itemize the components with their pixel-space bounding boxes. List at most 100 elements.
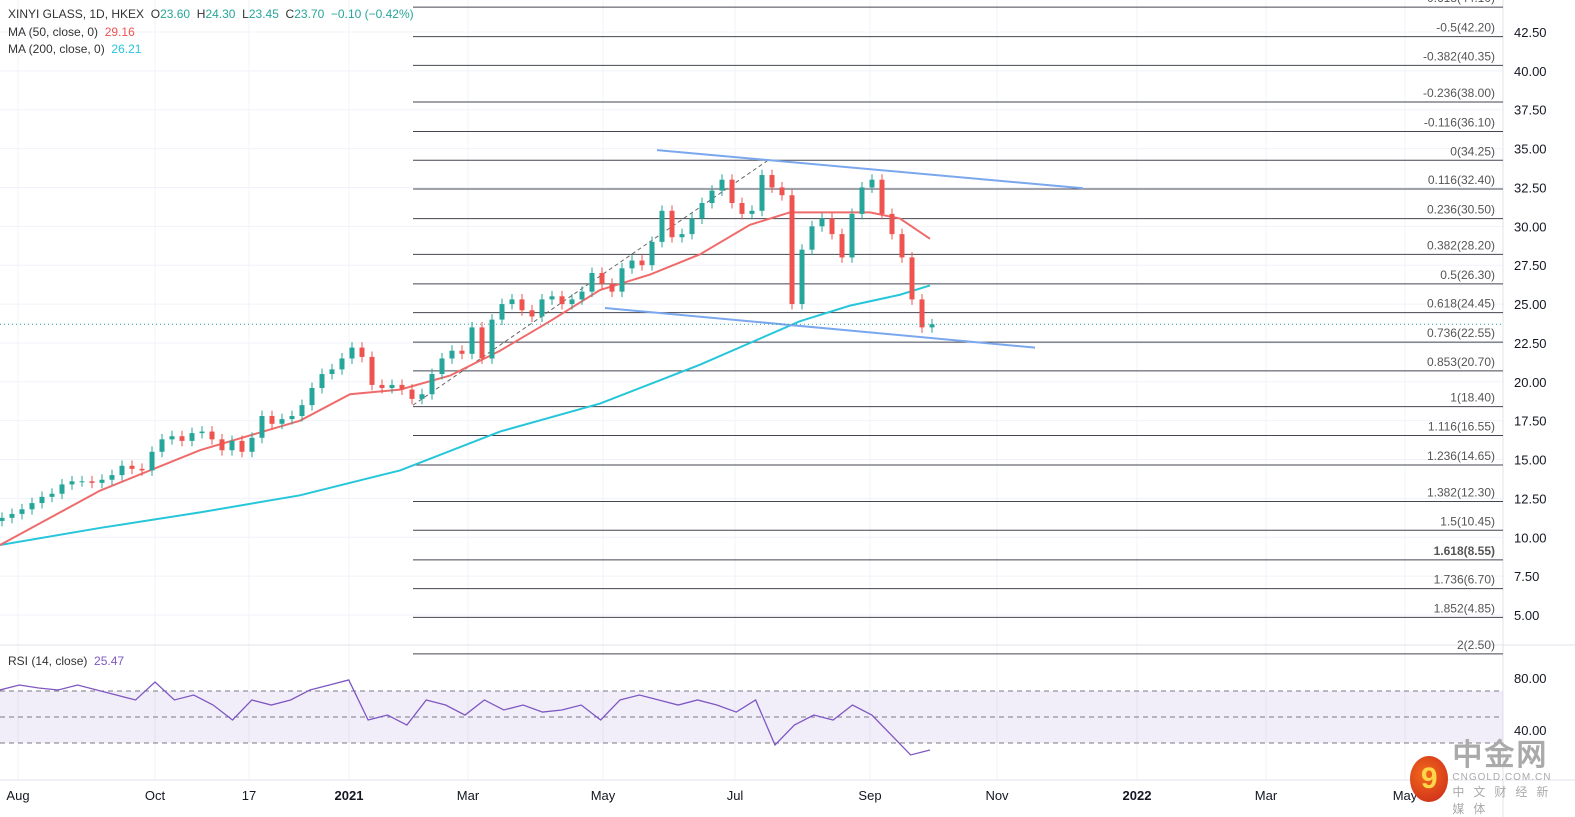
low-value: 23.45 (248, 7, 279, 21)
y-tick-label: 12.50 (1514, 491, 1547, 506)
candle-body (699, 203, 705, 219)
candle-body (679, 234, 685, 238)
candle-body (169, 436, 175, 440)
rsi-tick-label: 40.00 (1514, 723, 1547, 738)
ma50-legend: MA (50, close, 0) 29.16 (8, 25, 135, 39)
fib-level-label: -0.382(40.35) (1423, 49, 1495, 63)
candle-body (629, 260, 635, 269)
candle-body (779, 187, 785, 196)
x-tick-label: Mar (1255, 788, 1278, 803)
candle-body (829, 218, 835, 235)
ma200-line (0, 284, 931, 547)
logo-name: 中金网 (1452, 739, 1549, 772)
candle-body (509, 299, 515, 305)
y-tick-label: 27.50 (1514, 258, 1547, 273)
candle-body (649, 241, 655, 266)
candle-body (639, 260, 645, 266)
candle-body (429, 374, 435, 395)
fib-level-label: 0.5(26.30) (1440, 268, 1495, 282)
high-label: H (196, 7, 206, 21)
candle-body (759, 175, 765, 211)
candle-body (19, 509, 25, 514)
candle-body (519, 299, 525, 311)
candle-body (339, 358, 345, 370)
y-tick-label: 5.00 (1514, 608, 1539, 623)
x-tick-label: Jul (727, 788, 744, 803)
y-tick-label: 35.00 (1514, 142, 1547, 157)
fib-level-label: 1.382(12.30) (1427, 486, 1495, 500)
y-tick-label: 20.00 (1514, 375, 1547, 390)
candle-body (79, 481, 85, 483)
ma200-value: 26.21 (111, 42, 142, 56)
x-tick-label: 2021 (335, 788, 364, 803)
candle-body (819, 218, 825, 227)
candle-body (179, 436, 185, 441)
rsi-legend: RSI (14, close) 25.47 (8, 654, 124, 668)
fib-level-label: 0(34.25) (1450, 144, 1495, 158)
candle-body (709, 190, 715, 204)
y-tick-label: 32.50 (1514, 180, 1547, 195)
candle-body (929, 324, 935, 328)
candle-body (49, 493, 55, 497)
low-label: L (242, 7, 249, 21)
candle-body (549, 296, 555, 300)
y-tick-label: 17.50 (1514, 414, 1547, 429)
candle-body (109, 475, 115, 480)
close-value: 23.70 (294, 7, 325, 21)
candle-body (529, 310, 535, 317)
candle-body (419, 394, 425, 399)
y-tick-label: 7.50 (1514, 569, 1539, 584)
rsi-value: 25.47 (94, 654, 125, 668)
candle-body (9, 513, 15, 518)
lower-trendline (604, 306, 1036, 349)
candle-body (439, 358, 445, 375)
y-tick-label: 15.00 (1514, 453, 1547, 468)
rsi-tick-label: 80.00 (1514, 671, 1547, 686)
rsi-label: RSI (14, close) (8, 654, 88, 668)
x-tick-label: Oct (145, 788, 166, 803)
fib-level-label: 1.852(4.85) (1434, 601, 1495, 615)
candle-body (349, 347, 355, 359)
candle-body (59, 484, 65, 494)
candle-body (739, 203, 745, 214)
candle-body (719, 179, 725, 191)
candle-body (469, 327, 475, 354)
candle-body (789, 195, 795, 305)
high-value: 24.30 (205, 7, 236, 21)
candle-body (209, 431, 215, 440)
candle-body (809, 226, 815, 250)
candle-body (499, 304, 505, 320)
candle-body (399, 384, 405, 390)
fib-level-label: -0.5(42.20) (1436, 21, 1495, 35)
candle-body (309, 388, 315, 406)
candle-body (269, 416, 275, 424)
candle-body (449, 350, 455, 359)
x-tick-label: May (1393, 788, 1418, 803)
candle-body (329, 369, 335, 375)
candle-body (129, 465, 135, 469)
candle-body (259, 416, 265, 438)
candle-body (0, 517, 5, 521)
open-value: 23.60 (160, 7, 191, 21)
logo-domain: CNGOLD.COM.CN (1452, 772, 1552, 783)
fib-level-label: -0.618(44.10) (1423, 0, 1495, 5)
candle-body (729, 179, 735, 204)
candle-body (579, 291, 585, 300)
candle-body (189, 433, 195, 441)
candle-body (839, 234, 845, 258)
candle-body (889, 213, 895, 235)
fib-level-label: 0.116(32.40) (1428, 173, 1495, 187)
candle-body (489, 319, 495, 359)
candle-body (29, 503, 35, 510)
candle-body (369, 356, 375, 385)
candle-body (619, 268, 625, 292)
ma50-value: 29.16 (104, 25, 135, 39)
x-tick-label: Nov (985, 788, 1009, 803)
x-tick-label: May (591, 788, 616, 803)
candle-body (589, 272, 595, 292)
candle-body (609, 283, 615, 292)
y-tick-label: 37.50 (1514, 103, 1547, 118)
candle-body (289, 416, 295, 420)
candle-body (599, 272, 605, 284)
